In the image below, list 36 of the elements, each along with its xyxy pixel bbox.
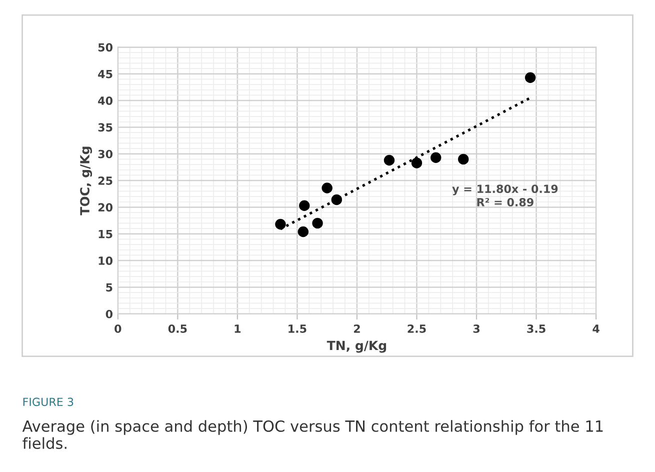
point [322, 182, 332, 194]
point [299, 200, 310, 211]
text: Average (in space and depth) TOC versus TN content relationship for the 11 fields. [22, 420, 603, 450]
x-tick-label: 0.5 [168, 324, 187, 333]
point [275, 218, 286, 230]
x-tick-label: 3.5 [527, 324, 546, 333]
x-tick-label: 1.5 [288, 324, 306, 333]
y-tick-label: 5 [106, 283, 112, 292]
point [430, 152, 442, 163]
annotation: y = 11.80x - 0.19 R² = 0.89 [452, 184, 558, 206]
y-tick-label: 50 [98, 43, 113, 52]
y-tick-label: 10 [98, 256, 113, 265]
point [458, 154, 469, 165]
y-tick-label: 45 [98, 70, 112, 78]
point [384, 154, 395, 166]
y-tick-label: 40 [98, 96, 113, 105]
y-tick-label: 25 [98, 176, 112, 185]
y-tick-label: 35 [98, 123, 112, 132]
x-tick-label: 1 [234, 324, 241, 333]
x-tick-label: 2.5 [408, 324, 426, 333]
x-tick-label: 2 [354, 324, 360, 333]
y-tick-label: 20 [98, 203, 113, 212]
x-tick-label: 3 [473, 324, 480, 333]
y-tick-label: 15 [98, 230, 112, 238]
y-axis-title: TOC, g/Kg [80, 146, 92, 216]
x-tick-label: 0 [114, 324, 122, 333]
y-tick-label: 0 [106, 310, 113, 318]
point [298, 226, 309, 238]
point [411, 158, 422, 168]
y-tick-label: 30 [98, 150, 113, 158]
x-tick-label: 4 [592, 324, 600, 333]
point [312, 218, 323, 229]
caption: FIGURE 3 [23, 398, 74, 406]
point [331, 194, 342, 206]
point [524, 72, 536, 83]
x-axis-title: TN, g/Kg [326, 340, 386, 353]
